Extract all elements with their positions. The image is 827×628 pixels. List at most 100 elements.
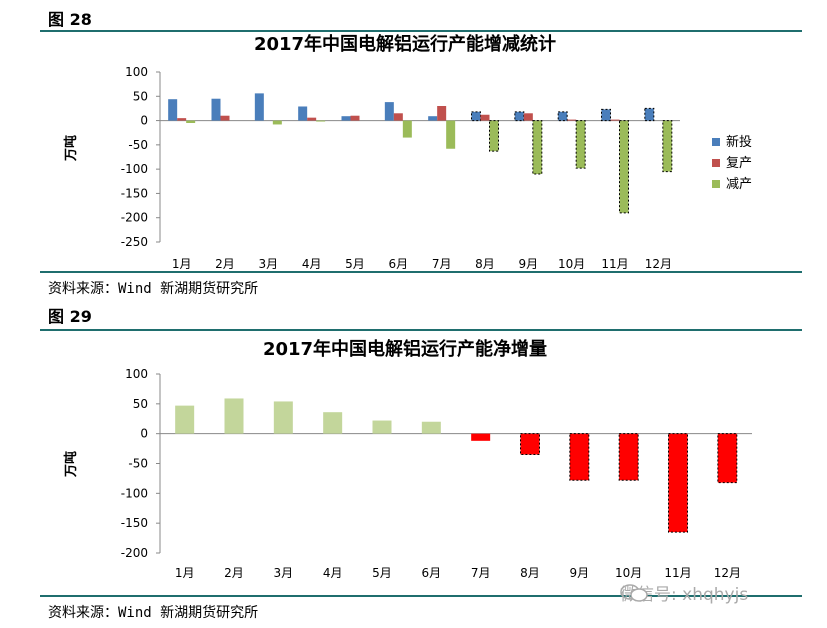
bar-resumed (220, 115, 230, 121)
y-tick-label: 0 (140, 427, 148, 441)
y-tick-label: 0 (140, 114, 148, 128)
legend-label: 减产 (726, 177, 752, 192)
y-tick-label: -100 (121, 162, 148, 176)
y-tick-label: -200 (121, 546, 148, 560)
y-tick-label: 50 (133, 397, 148, 411)
x-tick-label: 3月 (259, 257, 279, 271)
x-tick-label: 12月 (645, 257, 672, 271)
x-tick-label: 10月 (558, 257, 585, 271)
bar-net (717, 433, 738, 484)
bar-new (471, 111, 481, 122)
x-tick-label: 2月 (215, 257, 235, 271)
bar-new (211, 98, 221, 121)
x-tick-label: 9月 (519, 257, 539, 271)
y-tick-label: -150 (121, 186, 148, 200)
y-tick-label: -100 (121, 486, 148, 500)
x-tick-label: 9月 (570, 566, 590, 580)
bar-new (341, 116, 351, 121)
figure-28-source: 资料来源：Wind 新湖期货研究所 (48, 281, 259, 297)
bar-reduced (272, 120, 282, 125)
bar-reduced (619, 120, 629, 214)
x-tick-label: 2月 (224, 566, 244, 580)
y-tick-label: -50 (128, 138, 148, 152)
bar-net (372, 420, 392, 434)
x-tick-label: 6月 (389, 257, 409, 271)
x-tick-label: 7月 (471, 566, 491, 580)
y-axis-label: 万吨 (63, 135, 79, 162)
x-tick-label: 1月 (172, 257, 192, 271)
x-tick-label: 12月 (714, 566, 741, 580)
figure-29-bottom-rule (40, 595, 802, 597)
y-tick-label: -150 (121, 516, 148, 530)
bar-reduced (402, 120, 412, 138)
bar-resumed (610, 119, 620, 121)
x-tick-label: 4月 (302, 257, 322, 271)
bar-net (471, 433, 491, 441)
bar-resumed (177, 118, 187, 121)
figure-29-label: 图 29 (48, 307, 92, 326)
bar-reduced (532, 120, 543, 175)
watermark-text: 微信号: xhqhyjs (620, 585, 749, 605)
bar-net (569, 433, 590, 481)
x-tick-label: 10月 (615, 566, 642, 580)
x-tick-label: 3月 (274, 566, 294, 580)
x-tick-label: 4月 (323, 566, 343, 580)
bar-reduced (662, 120, 673, 173)
figure-28-label: 图 28 (48, 10, 92, 29)
bar-new (384, 102, 394, 121)
bar-new (601, 108, 611, 122)
bar-net (421, 421, 441, 434)
bar-new (298, 106, 308, 121)
y-tick-label: -250 (121, 235, 148, 249)
bar-new (644, 107, 655, 122)
bar-new (428, 116, 438, 121)
legend-swatch (712, 180, 720, 188)
x-tick-label: 1月 (175, 566, 195, 580)
bar-resumed (437, 106, 447, 121)
x-tick-label: 8月 (475, 257, 495, 271)
bar-net (224, 398, 244, 434)
y-tick-label: -50 (128, 457, 148, 471)
x-tick-label: 7月 (432, 257, 452, 271)
y-tick-label: 100 (125, 65, 148, 79)
y-tick-label: 100 (125, 367, 148, 381)
bar-resumed (393, 113, 403, 121)
bar-new (168, 99, 178, 121)
x-tick-label: 11月 (664, 566, 691, 580)
legend-swatch (712, 138, 720, 146)
bar-new (254, 93, 264, 121)
y-axis-label: 万吨 (63, 451, 79, 478)
wechat-watermark: 微信号: xhqhyjs (620, 580, 748, 605)
figure-28-top-rule (40, 30, 802, 32)
bar-new (514, 111, 525, 122)
bar-net (323, 412, 343, 434)
bar-net (273, 401, 293, 434)
bar-reduced (575, 120, 586, 169)
legend-label: 新投 (726, 134, 752, 150)
bar-reduced (186, 120, 196, 123)
chart-title: 2017年中国电解铝运行产能净增量 (263, 338, 547, 360)
legend-swatch (712, 159, 720, 167)
y-tick-label: 50 (133, 89, 148, 103)
bar-net (668, 433, 688, 533)
bar-resumed (567, 119, 577, 121)
chart-title: 2017年中国电解铝运行产能增减统计 (254, 33, 556, 55)
y-tick-label: -200 (121, 211, 148, 225)
x-tick-label: 5月 (345, 257, 365, 271)
x-tick-label: 5月 (372, 566, 392, 580)
figure-29-source: 资料来源：Wind 新湖期货研究所 (48, 605, 259, 621)
bar-net (520, 433, 540, 456)
bar-resumed (480, 114, 490, 121)
bar-resumed (350, 115, 360, 121)
bar-reduced (316, 120, 326, 122)
bar-resumed (523, 113, 533, 121)
wechat-icon (620, 583, 648, 602)
bar-resumed (307, 117, 317, 121)
figure-28-bottom-rule (40, 271, 802, 273)
bar-net (618, 433, 639, 481)
legend-label: 复产 (726, 156, 752, 171)
bar-reduced (446, 120, 456, 149)
bar-reduced (489, 120, 499, 152)
